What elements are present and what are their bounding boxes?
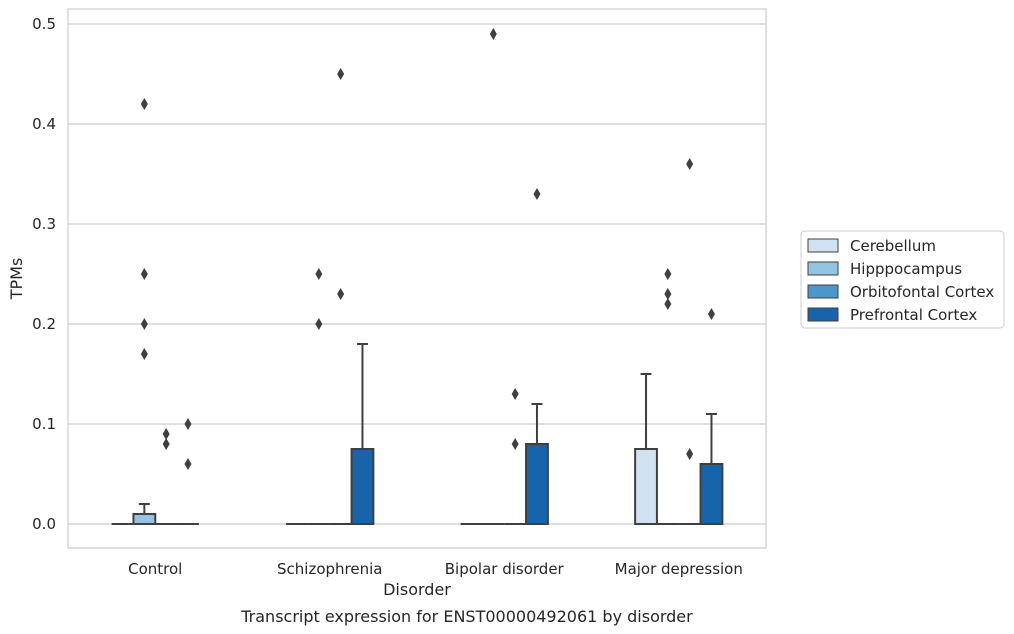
legend-label: Cerebellum xyxy=(850,237,936,255)
x-tick-label: Bipolar disorder xyxy=(445,560,565,578)
box-rect xyxy=(350,448,375,525)
outlier-point xyxy=(184,418,192,430)
x-tick-labels: Control Schizophrenia Bipolar disorder Majo… xyxy=(128,560,743,578)
y-axis-title: TPMs xyxy=(7,258,26,301)
outlier-point xyxy=(686,448,694,460)
outlier-point xyxy=(533,188,541,200)
outlier-point xyxy=(140,318,148,330)
box-orbitofontal-cortex-0 xyxy=(155,428,178,525)
box-orbitofontal-cortex-2 xyxy=(504,388,527,525)
y-tick-label: 0.5 xyxy=(32,15,56,33)
box-rect xyxy=(634,448,658,525)
outlier-point xyxy=(707,308,715,320)
outlier-point xyxy=(489,28,497,40)
y-tick-label: 0.3 xyxy=(32,215,56,233)
outlier-point xyxy=(140,348,148,360)
legend-swatch xyxy=(807,238,839,253)
y-tick-label: 0.4 xyxy=(32,115,56,133)
box-orbitofontal-cortex-3 xyxy=(678,158,701,525)
outlier-point xyxy=(315,318,323,330)
y-tick-labels: 0.0 0.1 0.2 0.3 0.4 0.5 xyxy=(32,15,56,533)
outlier-point xyxy=(140,268,148,280)
box-prefrontal-cortex-2 xyxy=(525,188,549,525)
y-tick-label: 0.2 xyxy=(32,315,56,333)
box-prefrontal-cortex-1 xyxy=(350,343,375,525)
outlier-point xyxy=(184,458,192,470)
outlier-point xyxy=(686,158,694,170)
outlier-point xyxy=(511,438,519,450)
outlier-point xyxy=(162,438,170,450)
legend-label: Orbitofontal Cortex xyxy=(850,283,994,301)
legend-label: Hipppocampus xyxy=(850,260,962,278)
outlier-point xyxy=(664,268,672,280)
box-rect xyxy=(525,443,549,525)
box-prefrontal-cortex-3 xyxy=(699,308,724,525)
box-orbitofontal-cortex-1 xyxy=(329,68,352,525)
outlier-point xyxy=(315,268,323,280)
legend-swatch xyxy=(807,307,839,322)
y-tick-label: 0.0 xyxy=(32,515,56,533)
outlier-point xyxy=(664,298,672,310)
x-tick-label: Control xyxy=(128,560,182,578)
outlier-point xyxy=(162,428,170,440)
box-hipppocampus-1 xyxy=(307,268,330,525)
box-rect xyxy=(132,513,157,525)
box-hipppocampus-0 xyxy=(132,98,157,525)
legend-label: Prefrontal Cortex xyxy=(850,306,977,324)
x-tick-label: Major depression xyxy=(615,560,743,578)
outlier-point xyxy=(140,98,148,110)
legend: Cerebellum Hipppocampus Orbitofontal Corte… xyxy=(800,230,1005,329)
legend-frame xyxy=(800,230,1005,329)
x-tick-label: Schizophrenia xyxy=(277,560,382,578)
chart-caption: Transcript expression for ENST0000049206… xyxy=(240,607,693,626)
box-hipppocampus-3 xyxy=(656,268,679,525)
box-prefrontal-cortex-0 xyxy=(177,418,199,525)
box-hipppocampus-2 xyxy=(482,28,505,525)
outlier-point xyxy=(337,68,345,80)
box-rect xyxy=(699,463,724,525)
box-cerebellum-3 xyxy=(634,373,658,525)
legend-swatch xyxy=(807,284,839,299)
x-axis-title: Disorder xyxy=(383,580,451,599)
outlier-point xyxy=(664,288,672,300)
box-series xyxy=(111,28,724,525)
y-tick-label: 0.1 xyxy=(32,415,56,433)
outlier-point xyxy=(511,388,519,400)
outlier-point xyxy=(337,288,345,300)
legend-swatch xyxy=(807,261,839,276)
plot-area-frame xyxy=(67,8,767,549)
